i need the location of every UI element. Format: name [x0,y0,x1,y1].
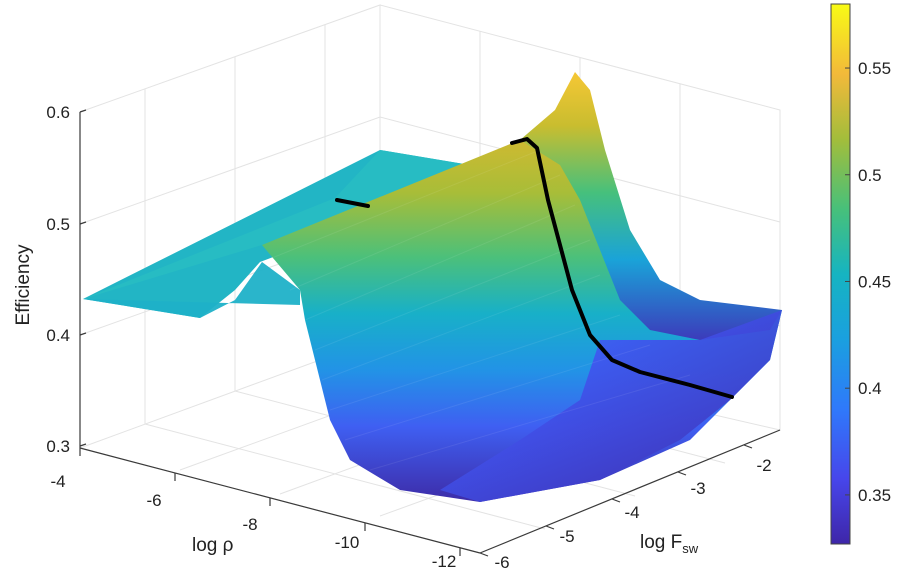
surface-peak [520,72,782,340]
x-tick: -12 [432,552,457,571]
x-tick: -8 [242,515,257,534]
z-tick: 0.5 [46,215,70,234]
surface [83,72,782,502]
y-tick: -3 [690,479,705,498]
z-axis: 0.6 0.5 0.4 0.3 Efficiency [13,103,87,456]
colorbar-tick: 0.5 [858,166,882,185]
colorbar: 0.35 0.4 0.45 0.5 0.55 [830,3,891,545]
axes [79,112,781,554]
y-axis-label-text: log F [640,532,682,553]
optimal-curve [335,137,734,399]
x-axis: -4 -6 -8 -10 -12 log ρ [50,448,461,571]
y-axis: -6 -5 -4 -3 -2 log Fsw [479,444,772,572]
z-tick: 0.3 [46,437,70,456]
y-axis-label: log Fsw [640,532,699,556]
colorbar-tick: 0.35 [858,486,891,505]
surface-plateau-front [83,262,300,318]
x-tick: -4 [50,472,65,491]
surface-right-slope [440,310,782,502]
surface-bands [261,149,691,471]
z-tick: 0.4 [46,326,70,345]
z-axis-label: Efficiency [13,244,34,325]
colorbar-tick: 0.55 [858,59,891,78]
x-tick: -10 [335,533,360,552]
y-tick: -5 [559,527,574,546]
colorbar-tick: 0.4 [858,379,882,398]
y-tick: -4 [624,503,639,522]
z-tick: 0.6 [46,103,70,122]
x-axis-label: log ρ [192,535,234,556]
y-tick: -2 [756,456,771,475]
colorbar-gradient [830,3,851,545]
y-axis-label-subscript: sw [682,541,699,556]
y-tick: -6 [494,553,509,572]
x-tick: -6 [146,491,161,510]
x-axis-label-text: log ρ [192,535,234,556]
surface-plateau-top [83,150,470,299]
colorbar-tick: 0.45 [858,272,891,291]
